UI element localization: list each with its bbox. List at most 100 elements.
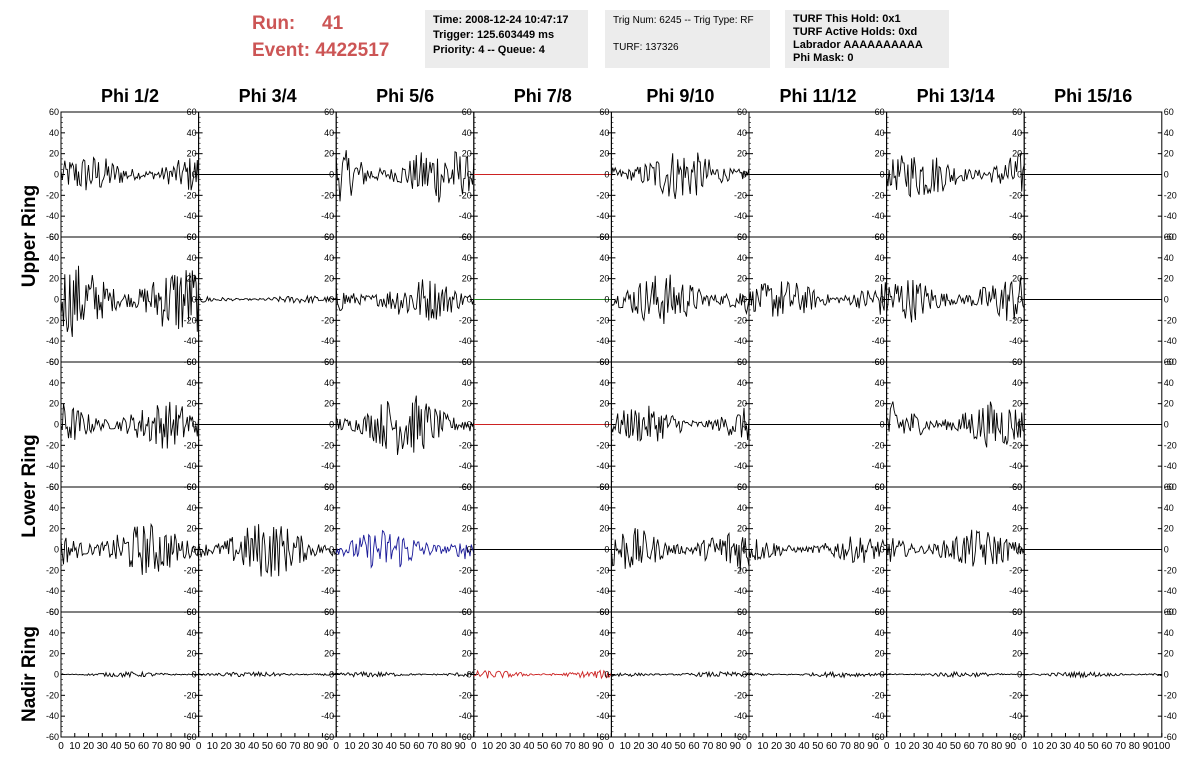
y-tick-label: -40	[1164, 711, 1177, 721]
y-tick-label: 0	[192, 170, 197, 180]
y-tick-label: 0	[192, 295, 197, 305]
y-tick-label: 0	[467, 545, 472, 555]
waveform-trace	[886, 529, 1025, 567]
x-tick-label: 60	[1101, 741, 1113, 752]
run-event-block: Run: 41 Event: 4422517	[252, 10, 389, 64]
y-tick-label: -20	[734, 190, 747, 200]
x-tick-label: 50	[812, 741, 824, 752]
y-tick-label: -40	[734, 586, 747, 596]
y-tick-label: 60	[1012, 107, 1022, 117]
y-tick-label: 40	[324, 503, 334, 513]
y-tick-label: 20	[49, 649, 59, 659]
y-tick-label: -20	[872, 440, 885, 450]
x-tick-label: 60	[551, 741, 563, 752]
x-tick-label: 80	[166, 741, 178, 752]
y-tick-label: -20	[459, 565, 472, 575]
y-tick-label: 40	[875, 503, 885, 513]
y-tick-label: 40	[875, 128, 885, 138]
y-tick-label: 20	[737, 274, 747, 284]
turf-active-line: TURF Active Holds: 0xd	[793, 26, 918, 38]
y-tick-label: 40	[1012, 503, 1022, 513]
x-tick-label: 30	[647, 741, 659, 752]
y-tick-label: 0	[192, 420, 197, 430]
x-tick-label: 10	[482, 741, 494, 752]
y-tick-label: 0	[742, 295, 747, 305]
y-tick-label: -20	[321, 440, 334, 450]
y-tick-label: 0	[742, 670, 747, 680]
y-tick-label: 60	[1012, 482, 1022, 492]
y-tick-label: -20	[1164, 190, 1177, 200]
y-tick-label: -20	[872, 315, 885, 325]
y-tick-label: -20	[459, 190, 472, 200]
x-tick-label: 80	[716, 741, 728, 752]
y-tick-label: 60	[599, 107, 609, 117]
y-tick-label: 20	[737, 149, 747, 159]
event-label: Event:	[252, 40, 311, 61]
y-tick-label: -40	[184, 711, 197, 721]
waveform-trace	[60, 401, 200, 449]
y-tick-label: 0	[1164, 170, 1169, 180]
x-tick-label: 70	[565, 741, 577, 752]
y-tick-label: -20	[1164, 565, 1177, 575]
y-tick-label: 60	[1164, 232, 1174, 242]
y-tick-label: -20	[184, 565, 197, 575]
y-tick-label: -20	[872, 690, 885, 700]
x-tick-label: 80	[303, 741, 315, 752]
x-tick-label: 10	[69, 741, 81, 752]
run-value: 41	[322, 13, 344, 34]
y-tick-label: 60	[599, 357, 609, 367]
x-tick-label: 0	[333, 741, 339, 752]
y-tick-label: 20	[324, 274, 334, 284]
waveform-trace	[60, 156, 200, 191]
panel-frame	[886, 361, 1025, 488]
y-tick-label: 60	[49, 607, 59, 617]
y-tick-label: 20	[875, 149, 885, 159]
y-tick-label: 20	[599, 399, 609, 409]
y-tick-label: -40	[1164, 211, 1177, 221]
y-tick-label: -40	[321, 461, 334, 471]
y-tick-label: -60	[321, 732, 334, 742]
y-tick-label: 40	[49, 378, 59, 388]
y-tick-label: 0	[1017, 670, 1022, 680]
y-tick-label: 60	[49, 482, 59, 492]
y-tick-label: 20	[462, 524, 472, 534]
x-tick-label: 40	[936, 741, 948, 752]
x-tick-label: 90	[317, 741, 329, 752]
y-tick-label: 40	[875, 378, 885, 388]
y-tick-label: 60	[1012, 232, 1022, 242]
y-tick-label: -40	[1009, 211, 1022, 221]
x-tick-label: 50	[1087, 741, 1099, 752]
waveform-trace	[610, 152, 750, 199]
y-tick-label: 20	[462, 399, 472, 409]
y-tick-label: -40	[596, 336, 609, 346]
y-tick-label: -40	[872, 211, 885, 221]
y-tick-label: 40	[462, 378, 472, 388]
y-tick-label: 20	[324, 524, 334, 534]
panel-frame	[198, 236, 337, 363]
x-tick-label: 10	[895, 741, 907, 752]
panel-frame	[748, 236, 888, 363]
column-label: Phi 9/10	[646, 86, 715, 106]
y-tick-label: 20	[737, 649, 747, 659]
column-label: Phi 11/12	[779, 86, 857, 106]
x-tick-label: 0	[609, 741, 615, 752]
y-tick-label: 60	[187, 607, 197, 617]
y-tick-label: 40	[462, 503, 472, 513]
y-tick-label: 0	[1164, 295, 1169, 305]
y-tick-label: -40	[1164, 586, 1177, 596]
x-tick-label: 30	[234, 741, 246, 752]
y-tick-label: -60	[596, 732, 609, 742]
y-tick-label: 40	[1164, 628, 1174, 638]
y-tick-label: 0	[880, 295, 885, 305]
x-tick-label: 100	[1153, 741, 1170, 752]
column-label: Phi 15/16	[1054, 86, 1133, 106]
y-tick-label: 60	[599, 607, 609, 617]
waveform-trace	[335, 150, 475, 203]
y-tick-label: 0	[329, 545, 334, 555]
